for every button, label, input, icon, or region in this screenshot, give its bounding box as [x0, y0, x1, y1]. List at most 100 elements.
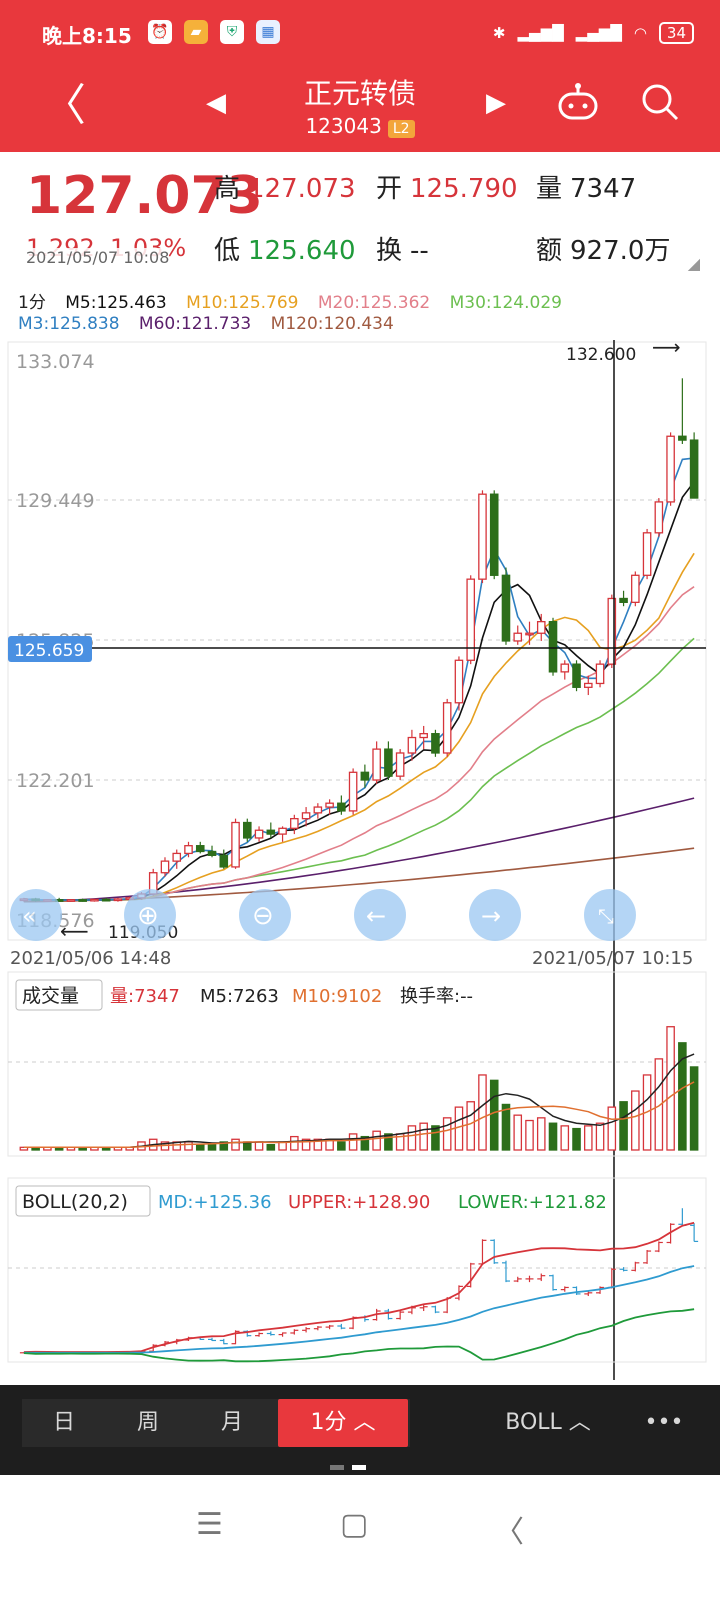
expand-icon[interactable]: ◢ — [687, 254, 700, 273]
low-value: 125.640 — [248, 236, 356, 266]
volume-bar — [619, 1101, 628, 1151]
candle-body — [595, 663, 605, 685]
robot-icon[interactable] — [556, 82, 600, 122]
stock-code-text: 123043 — [305, 114, 382, 138]
scroll-left-button[interactable] — [354, 889, 406, 941]
high-arrow-icon: ⟶ — [652, 340, 681, 359]
m60-label: M60:121.733 — [138, 314, 252, 334]
volume-m10-text: M10:9102 — [292, 986, 382, 1007]
previous-stock-icon[interactable]: ◀ — [206, 88, 226, 118]
volume-bar — [301, 1138, 311, 1151]
boll-label-box[interactable] — [15, 1185, 151, 1217]
candle-body — [631, 574, 640, 603]
x-start-label: 2021/05/06 14:48 — [10, 948, 171, 969]
volume-m10-line — [23, 1081, 695, 1149]
scroll-right-button[interactable] — [469, 889, 521, 941]
candle-body — [619, 597, 628, 603]
volume-bar — [195, 1143, 205, 1151]
wifi-icon: ◠ — [633, 24, 647, 42]
candle-body — [195, 845, 205, 853]
fullscreen-button[interactable] — [584, 889, 636, 941]
candle-body — [431, 733, 440, 754]
zoom-in-button[interactable] — [124, 889, 176, 941]
level2-badge[interactable]: L2 — [387, 120, 415, 138]
system-nav-bar: ☰ ▢ 〈 — [0, 1475, 720, 1600]
candle-body — [325, 802, 334, 808]
y-tick-label: 129.449 — [16, 490, 95, 512]
volume-bar — [654, 1058, 664, 1151]
menu-icon[interactable]: ☰ — [196, 1507, 223, 1542]
high-value: 127.073 — [248, 174, 356, 204]
candle-body — [290, 817, 299, 829]
zoom-out-icon: ⊖ — [252, 901, 274, 931]
stock-name: 正元转债 — [303, 77, 416, 110]
candle-body — [66, 899, 76, 902]
candle-body — [372, 748, 381, 781]
volume-vol-text: 量:7347 — [110, 986, 180, 1007]
tab-day[interactable]: 日 — [52, 1410, 75, 1435]
candle-body — [536, 621, 546, 634]
candle-body — [454, 659, 464, 704]
volume-bar — [466, 1101, 476, 1151]
candle-body — [337, 802, 346, 812]
low-arrow-icon: ⟵ — [60, 919, 89, 943]
boll-ohlc-bars — [19, 1208, 699, 1354]
quote-time: 2021/05/07 10:08 — [26, 248, 170, 267]
volume-bar — [560, 1125, 570, 1151]
volume-turnover-text: 换手率:-- — [400, 986, 473, 1007]
next-stock-icon[interactable]: ▶ — [486, 88, 506, 118]
volume-cell: 量 7347 — [536, 168, 636, 205]
candle-body — [466, 578, 476, 661]
candle-body — [90, 898, 99, 902]
tab-week[interactable]: 周 — [136, 1410, 159, 1435]
candle-body — [583, 682, 593, 688]
scroll-left-fast-button[interactable] — [10, 889, 62, 941]
shield-icon: ⛨ — [220, 20, 244, 44]
candle-body — [184, 845, 193, 855]
volume-bar — [384, 1133, 393, 1151]
boll-md-line — [23, 1265, 695, 1354]
volume-bar — [19, 1146, 29, 1151]
candle-body — [478, 493, 487, 580]
volume-label-box[interactable] — [15, 979, 103, 1011]
tab-month[interactable]: 月 — [220, 1410, 243, 1435]
m30-label: M30:124.029 — [449, 293, 562, 313]
candle-body — [254, 829, 264, 839]
candle-body — [607, 597, 617, 665]
open-value: 125.790 — [410, 174, 518, 204]
zoom-out-button[interactable] — [239, 889, 291, 941]
candle-body — [384, 748, 393, 777]
y-tick-label: 133.074 — [16, 351, 95, 373]
volume-label: 量 — [536, 174, 563, 204]
boll-lower-text: LOWER:+121.82 — [458, 1192, 607, 1213]
indicator-selector[interactable]: BOLL ︿ — [505, 1410, 591, 1435]
nav-back-icon[interactable]: 〈 — [494, 1515, 524, 1550]
back-icon[interactable]: 〈 — [42, 80, 86, 131]
bluetooth-icon: ✱ — [492, 24, 506, 42]
period-label[interactable]: 1分 — [18, 293, 46, 313]
m20-label: M20:125.362 — [317, 293, 431, 313]
volume-m5-line — [23, 1053, 695, 1149]
candle-body — [207, 850, 217, 856]
crosshair-price-text: 125.659 — [14, 641, 84, 661]
home-icon[interactable]: ▢ — [340, 1507, 369, 1542]
candle-body — [348, 771, 358, 812]
m3-line — [23, 457, 695, 901]
high-marker-text: 132.600 — [566, 345, 636, 365]
m10-label: M10:125.769 — [186, 293, 299, 313]
candle-body — [172, 852, 182, 862]
calendar-icon: ▦ — [256, 20, 280, 44]
m120-label: M120:120.434 — [270, 314, 394, 334]
search-icon[interactable] — [640, 82, 680, 122]
volume-bar — [337, 1141, 346, 1151]
signal-icon: ▂▄▆█ — [517, 24, 564, 42]
candle-body — [654, 501, 664, 534]
turnover-cell: 换 -- — [376, 230, 429, 267]
candle-body — [501, 574, 511, 642]
tab-1min[interactable]: 1分 ︿ — [278, 1399, 408, 1447]
volume-bar — [478, 1074, 487, 1151]
volume-bar — [489, 1079, 499, 1151]
volume-bar — [689, 1066, 699, 1151]
more-button[interactable]: ••• — [644, 1410, 684, 1435]
